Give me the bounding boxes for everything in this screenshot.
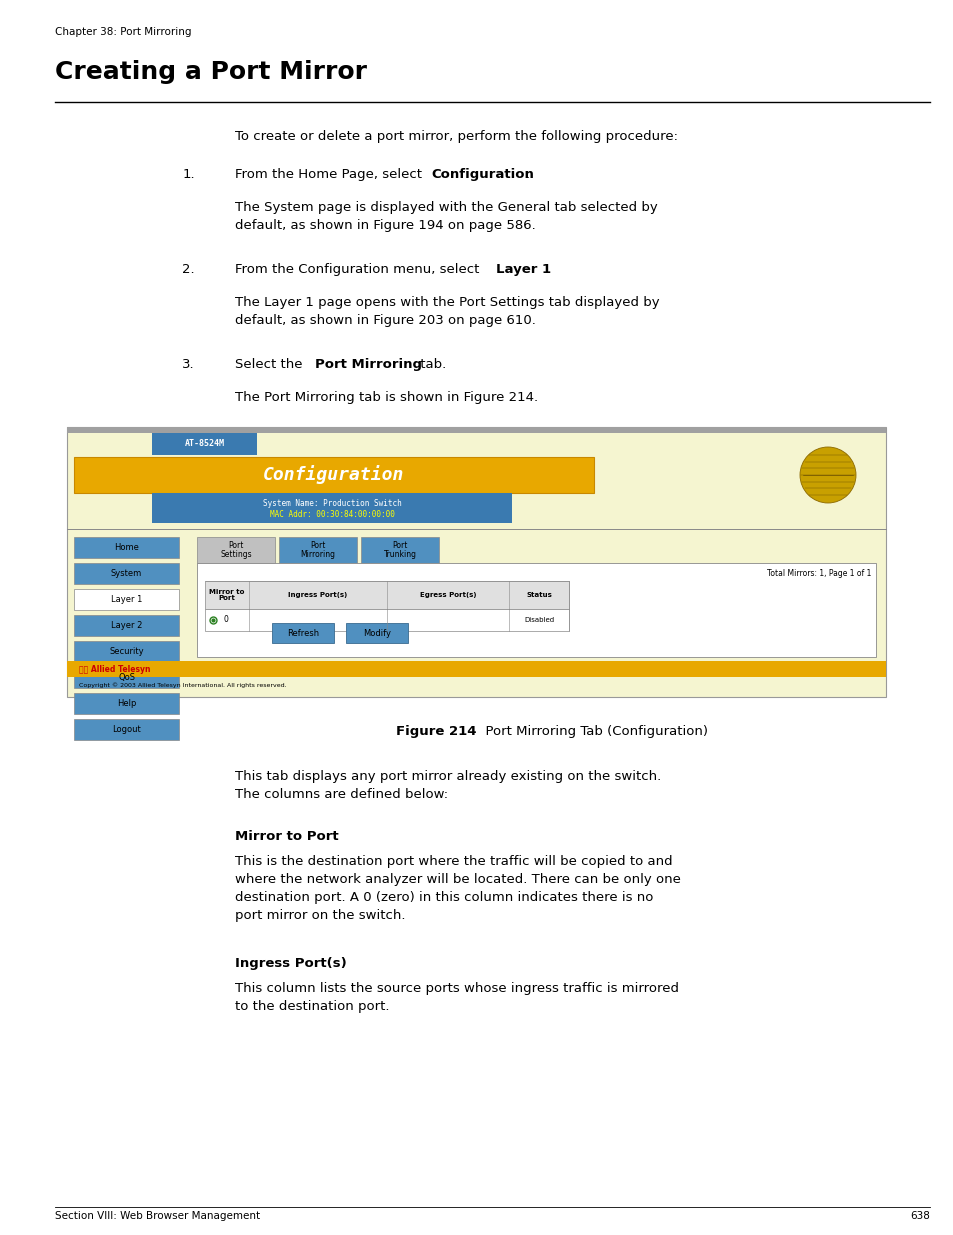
Text: System: System [111, 569, 142, 578]
Text: Refresh: Refresh [287, 629, 318, 637]
Text: Port
Mirroring: Port Mirroring [300, 541, 335, 559]
Text: Egress Port(s): Egress Port(s) [419, 592, 476, 598]
Text: 1.: 1. [182, 168, 194, 182]
Text: MAC Addr: 00:30:84:00:00:00: MAC Addr: 00:30:84:00:00:00 [270, 510, 394, 519]
Text: Layer 1: Layer 1 [111, 595, 142, 604]
Bar [272, 622, 334, 643]
Bar [67, 427, 885, 433]
Text: Ingress Port(s): Ingress Port(s) [288, 592, 347, 598]
Text: From the Home Page, select: From the Home Page, select [234, 168, 426, 182]
Bar [205, 609, 568, 631]
Text: The Layer 1 page opens with the Port Settings tab displayed by
default, as shown: The Layer 1 page opens with the Port Set… [234, 296, 659, 326]
Bar [74, 457, 594, 493]
Text: 2.: 2. [182, 263, 194, 275]
Text: This tab displays any port mirror already existing on the switch.
The columns ar: This tab displays any port mirror alread… [234, 769, 660, 802]
Text: Port
Settings: Port Settings [220, 541, 252, 559]
Text: Figure 214: Figure 214 [396, 725, 476, 739]
Bar [74, 693, 179, 714]
Bar [74, 589, 179, 610]
Text: 638: 638 [909, 1212, 929, 1221]
Text: Chapter 38: Port Mirroring: Chapter 38: Port Mirroring [55, 27, 192, 37]
Text: Port Mirroring Tab (Configuration): Port Mirroring Tab (Configuration) [476, 725, 707, 739]
Text: This is the destination port where the traffic will be copied to and
where the n: This is the destination port where the t… [234, 855, 680, 923]
Text: Logout: Logout [112, 725, 141, 734]
Bar [360, 537, 438, 563]
Bar [74, 615, 179, 636]
Text: Select the: Select the [234, 358, 307, 370]
Text: Mirror to
Port: Mirror to Port [209, 589, 244, 601]
Text: Status: Status [525, 592, 552, 598]
Text: From the Configuration menu, select: From the Configuration menu, select [234, 263, 483, 275]
Text: Configuration: Configuration [263, 466, 404, 484]
Text: The System page is displayed with the General tab selected by
default, as shown : The System page is displayed with the Ge… [234, 201, 657, 231]
Text: Total Mirrors: 1, Page 1 of 1: Total Mirrors: 1, Page 1 of 1 [766, 569, 870, 578]
Bar [67, 427, 885, 697]
Bar [74, 563, 179, 584]
Bar [152, 433, 256, 454]
Bar [74, 537, 179, 558]
Bar [346, 622, 408, 643]
Bar [74, 641, 179, 662]
Text: Port
Trunking: Port Trunking [383, 541, 416, 559]
Text: Section VIII: Web Browser Management: Section VIII: Web Browser Management [55, 1212, 260, 1221]
Text: tab.: tab. [416, 358, 446, 370]
Text: .: . [546, 263, 551, 275]
Circle shape [800, 447, 855, 503]
Bar [74, 667, 179, 688]
Bar [67, 661, 885, 677]
Text: Ⓐ⒣ Allied Telesyn: Ⓐ⒣ Allied Telesyn [79, 664, 151, 673]
Text: Ingress Port(s): Ingress Port(s) [234, 957, 346, 969]
Text: The Port Mirroring tab is shown in Figure 214.: The Port Mirroring tab is shown in Figur… [234, 391, 537, 404]
Bar [205, 580, 568, 609]
Bar [278, 537, 356, 563]
Text: Disabled: Disabled [523, 618, 554, 622]
Text: Layer 1: Layer 1 [496, 263, 551, 275]
Text: This column lists the source ports whose ingress traffic is mirrored
to the dest: This column lists the source ports whose… [234, 982, 679, 1013]
Text: 0: 0 [223, 615, 228, 625]
Text: 3.: 3. [182, 358, 194, 370]
Text: QoS: QoS [118, 673, 135, 682]
Text: AT-8524M: AT-8524M [184, 440, 224, 448]
Text: To create or delete a port mirror, perform the following procedure:: To create or delete a port mirror, perfo… [234, 130, 678, 143]
Text: Modify: Modify [363, 629, 391, 637]
Text: Home: Home [114, 543, 139, 552]
Text: Help: Help [116, 699, 136, 708]
Text: Layer 2: Layer 2 [111, 621, 142, 630]
Bar [196, 563, 875, 657]
Bar [152, 493, 512, 522]
Text: Configuration: Configuration [431, 168, 534, 182]
Bar [196, 537, 274, 563]
Text: Security: Security [109, 647, 144, 656]
Text: Creating a Port Mirror: Creating a Port Mirror [55, 61, 367, 84]
Text: Port Mirroring: Port Mirroring [314, 358, 421, 370]
Text: Copyright © 2003 Allied Telesyn International. All rights reserved.: Copyright © 2003 Allied Telesyn Internat… [79, 682, 286, 688]
Bar [74, 719, 179, 740]
Text: System Name: Production Switch: System Name: Production Switch [262, 499, 401, 508]
Text: .: . [525, 168, 529, 182]
Text: Mirror to Port: Mirror to Port [234, 830, 338, 844]
